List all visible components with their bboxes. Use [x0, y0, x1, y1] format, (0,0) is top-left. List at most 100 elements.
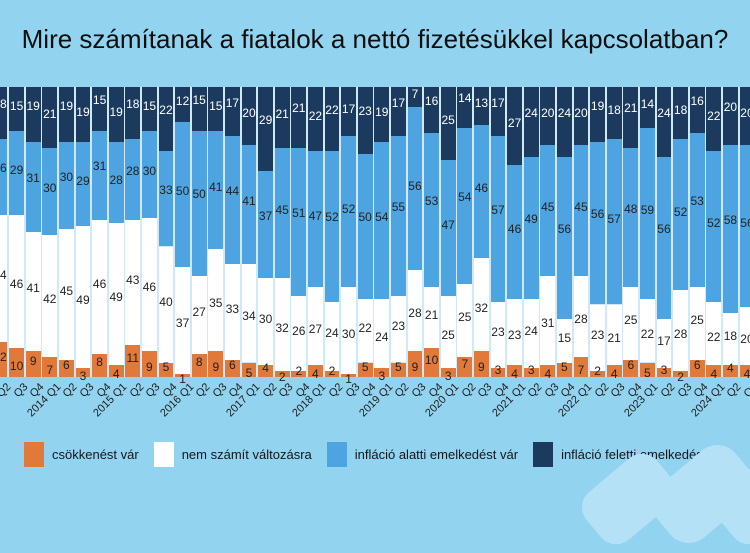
bar-segment: [374, 298, 390, 369]
value-label: 29: [76, 174, 90, 189]
bar-segment: [274, 371, 290, 377]
bar-segment: [42, 87, 58, 148]
bar: 20 45 28 7: [573, 87, 589, 377]
bar-segment: [357, 298, 373, 363]
value-label: 20: [574, 106, 588, 120]
bar-segment: [407, 269, 423, 351]
legend-swatch-below-inflation: [326, 441, 347, 467]
value-label: 4: [710, 367, 718, 382]
value-label: 4: [262, 361, 269, 376]
bar-segment: [723, 145, 738, 314]
value-label: 28: [408, 306, 422, 321]
chart-title: Mire számítanak a fiatalok a nettó fizet…: [21, 24, 729, 54]
bar: 27 46 23 4: [507, 87, 522, 381]
legend-item-no-change: nem számít változásra: [153, 441, 312, 467]
bar-segment: [142, 350, 157, 377]
value-label: 17: [341, 101, 356, 116]
bar-segment: [507, 365, 522, 377]
value-label: 47: [441, 217, 455, 232]
value-label: 37: [258, 208, 273, 223]
bar-segment: [590, 304, 605, 372]
value-label: 8: [96, 355, 103, 370]
value-label: 16: [424, 94, 439, 109]
value-label: 18: [607, 103, 621, 118]
bar-segment: [706, 365, 722, 377]
value-label: 23: [358, 104, 372, 119]
bar-segment: [158, 362, 174, 377]
value-label: 49: [76, 293, 90, 308]
value-label: 17: [391, 95, 406, 110]
bar-segment: [407, 350, 423, 377]
value-label: 10: [9, 358, 24, 373]
value-label: 58: [723, 213, 738, 228]
bar-segment: [706, 150, 722, 302]
bar-segment: [540, 87, 556, 145]
bar-segment: [191, 275, 207, 354]
bar-segment: [490, 136, 506, 302]
value-label: 21: [292, 101, 306, 116]
bar-segment: [474, 258, 489, 351]
value-label: 22: [358, 320, 372, 335]
bar-segment: [308, 365, 323, 377]
bar-segment: [739, 87, 750, 145]
value-label: 5: [644, 365, 651, 380]
value-label: 4: [544, 367, 552, 382]
bar-segment: [225, 263, 240, 360]
bar-segment: [424, 348, 439, 377]
bar-segment: [75, 142, 91, 227]
value-label: 25: [441, 113, 455, 128]
value-label: 9: [478, 359, 485, 374]
bar-segment: [175, 266, 190, 375]
bar: 15 30 46 9: [142, 87, 157, 377]
bar-segment: [42, 234, 58, 357]
value-label: 24: [524, 323, 538, 338]
value-label: 53: [690, 194, 704, 209]
value-label: 46: [9, 277, 24, 292]
bar-segment: [341, 136, 356, 288]
bar: 16 53 21 10: [424, 87, 439, 377]
bar-segment: [25, 232, 41, 351]
value-label: 51: [292, 205, 306, 220]
bar-segment: [523, 298, 539, 369]
bar-segment: [457, 87, 473, 128]
bar: 17 44 33 6: [225, 87, 240, 377]
value-label: 49: [524, 211, 538, 226]
bar-segment: [474, 350, 489, 377]
value-label: 3: [79, 368, 87, 383]
legend-item-decrease: csökkenést vár: [24, 441, 139, 467]
bar: 25 47 25 3: [440, 87, 456, 383]
value-label: 17: [657, 333, 671, 348]
bar-segment: [75, 368, 91, 377]
bar: 22 52 22 4: [706, 87, 722, 381]
value-label: 52: [325, 210, 339, 225]
value-label: 41: [242, 194, 256, 209]
bar-segment: [9, 130, 24, 215]
value-label: 1: [345, 371, 352, 386]
bar-segment: [640, 127, 655, 299]
value-label: 1: [179, 371, 186, 386]
bar-segment: [457, 284, 473, 357]
value-label: 4: [610, 367, 618, 382]
value-label: 43: [126, 272, 140, 287]
bar-segment: [407, 107, 423, 270]
value-label: 42: [43, 291, 57, 306]
bar-segment: [208, 130, 224, 250]
value-label: 21: [607, 330, 621, 345]
bar-segment: [175, 121, 190, 267]
value-label: 27: [308, 322, 323, 337]
bar-segment: [357, 87, 373, 154]
value-label: 3: [444, 368, 452, 383]
bar-segment: [706, 87, 722, 151]
value-label: 27: [192, 304, 206, 319]
legend-label-no-change: nem számít változásra: [181, 446, 312, 462]
value-label: 56: [557, 221, 572, 236]
value-label: 44: [225, 184, 240, 199]
bar-segment: [391, 136, 406, 296]
value-label: 6: [693, 358, 701, 373]
value-label: 20: [723, 100, 738, 114]
bar-segment: [739, 145, 750, 308]
stacked-bar-chart: 1826441215294610193141921304271930456192…: [0, 87, 750, 386]
bar: 22 47 27 4: [308, 87, 323, 381]
value-label: 59: [640, 203, 655, 218]
bar-segment: [623, 147, 639, 288]
